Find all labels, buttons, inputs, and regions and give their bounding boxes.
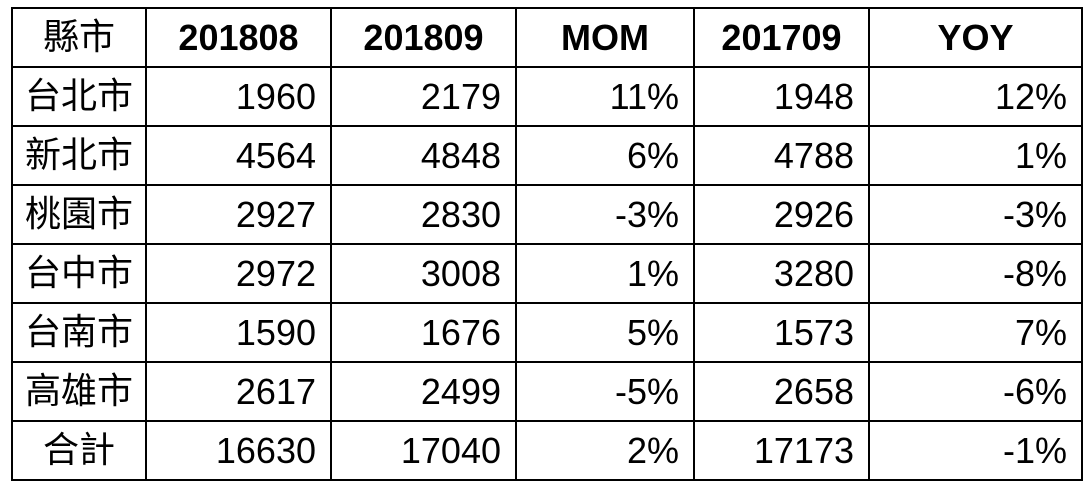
cell-201709: 4788 bbox=[693, 125, 870, 186]
cell-mom: 1% bbox=[515, 243, 695, 304]
header-row: 縣市 201808 201809 MOM 201709 YOY bbox=[11, 7, 1083, 68]
cell-region: 高雄市 bbox=[11, 361, 147, 422]
cell-201709-total: 17173 bbox=[693, 420, 870, 481]
cell-yoy: 1% bbox=[868, 125, 1083, 186]
cell-mom-total: 2% bbox=[515, 420, 695, 481]
cell-201809: 2830 bbox=[330, 184, 517, 245]
table-row: 台南市 1590 1676 5% 1573 7% bbox=[11, 302, 1083, 363]
table-row: 台中市 2972 3008 1% 3280 -8% bbox=[11, 243, 1083, 304]
cell-201709: 1573 bbox=[693, 302, 870, 363]
cell-region: 台北市 bbox=[11, 66, 147, 127]
header-201809: 201809 bbox=[330, 7, 517, 68]
cell-yoy: -6% bbox=[868, 361, 1083, 422]
table-row: 新北市 4564 4848 6% 4788 1% bbox=[11, 125, 1083, 186]
cell-201808: 4564 bbox=[145, 125, 332, 186]
cell-201809: 2499 bbox=[330, 361, 517, 422]
cell-mom: 5% bbox=[515, 302, 695, 363]
cell-201808: 2972 bbox=[145, 243, 332, 304]
table-row: 高雄市 2617 2499 -5% 2658 -6% bbox=[11, 361, 1083, 422]
cell-region: 桃園市 bbox=[11, 184, 147, 245]
cell-mom: -3% bbox=[515, 184, 695, 245]
cell-201808-total: 16630 bbox=[145, 420, 332, 481]
header-region: 縣市 bbox=[11, 7, 147, 68]
cell-region: 台南市 bbox=[11, 302, 147, 363]
cell-mom: 6% bbox=[515, 125, 695, 186]
cell-201709: 2926 bbox=[693, 184, 870, 245]
header-201709: 201709 bbox=[693, 7, 870, 68]
cell-201808: 1960 bbox=[145, 66, 332, 127]
table-row: 台北市 1960 2179 11% 1948 12% bbox=[11, 66, 1083, 127]
cell-mom: -5% bbox=[515, 361, 695, 422]
cell-yoy: 7% bbox=[868, 302, 1083, 363]
header-yoy: YOY bbox=[868, 7, 1083, 68]
cell-201709: 1948 bbox=[693, 66, 870, 127]
cell-yoy-total: -1% bbox=[868, 420, 1083, 481]
header-mom: MOM bbox=[515, 7, 695, 68]
cell-201709: 3280 bbox=[693, 243, 870, 304]
cell-region-total: 合計 bbox=[11, 420, 147, 481]
cell-201809: 2179 bbox=[330, 66, 517, 127]
cell-201809: 3008 bbox=[330, 243, 517, 304]
cell-201809-total: 17040 bbox=[330, 420, 517, 481]
cell-region: 新北市 bbox=[11, 125, 147, 186]
total-row: 合計 16630 17040 2% 17173 -1% bbox=[11, 420, 1083, 481]
cell-201809: 4848 bbox=[330, 125, 517, 186]
cell-yoy: 12% bbox=[868, 66, 1083, 127]
cell-region: 台中市 bbox=[11, 243, 147, 304]
cell-201709: 2658 bbox=[693, 361, 870, 422]
data-table: 縣市 201808 201809 MOM 201709 YOY 台北市 1960… bbox=[11, 7, 1083, 481]
cell-201809: 1676 bbox=[330, 302, 517, 363]
cell-201808: 2617 bbox=[145, 361, 332, 422]
cell-mom: 11% bbox=[515, 66, 695, 127]
header-201808: 201808 bbox=[145, 7, 332, 68]
cell-yoy: -8% bbox=[868, 243, 1083, 304]
cell-201808: 1590 bbox=[145, 302, 332, 363]
cell-yoy: -3% bbox=[868, 184, 1083, 245]
table-row: 桃園市 2927 2830 -3% 2926 -3% bbox=[11, 184, 1083, 245]
cell-201808: 2927 bbox=[145, 184, 332, 245]
